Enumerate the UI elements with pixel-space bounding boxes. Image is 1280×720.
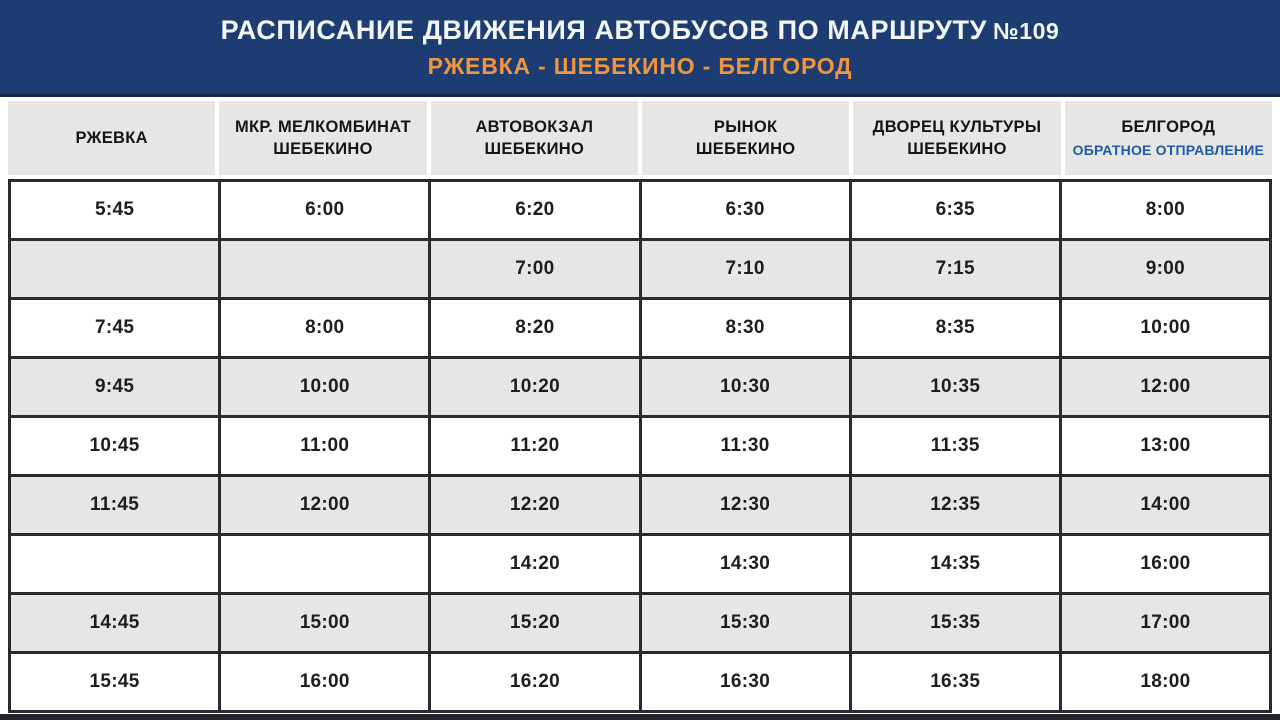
time-cell: 7:10: [641, 241, 849, 297]
time-cell: 16:00: [1061, 536, 1269, 592]
reverse-departure-label: ОБРАТНОЕ ОТПРАВЛЕНИЕ: [1072, 141, 1265, 158]
time-cell: 14:20: [431, 536, 639, 592]
time-cell: 18:00: [1061, 654, 1269, 710]
stop-subname: ШЕБЕКИНО: [695, 140, 796, 158]
time-cell: 8:30: [641, 300, 849, 356]
stop-subname: ШЕБЕКИНО: [907, 140, 1007, 158]
stop-subname: ШЕБЕКИНО: [484, 140, 585, 158]
time-cell: 11:20: [431, 418, 639, 474]
header-cell-rynok: РЫНОК ШЕБЕКИНО: [641, 101, 850, 175]
schedule-title: РАСПИСАНИЕ ДВИЖЕНИЯ АВТОБУСОВ ПО МАРШРУТ…: [221, 15, 1060, 46]
time-cell: 15:30: [641, 595, 849, 651]
bottom-edge-bar: [0, 714, 1280, 720]
stop-subname: ШЕБЕКИНО: [273, 140, 373, 158]
timetable-body: 5:45 6:00 6:20 6:30 6:35 8:00 7:00 7:10 …: [8, 179, 1272, 713]
time-cell: 10:00: [1061, 300, 1269, 356]
time-cell: 7:00: [431, 241, 639, 297]
time-cell: 15:45: [11, 654, 219, 710]
header-cell-avtovokzal: АВТОВОКЗАЛ ШЕБЕКИНО: [430, 101, 638, 175]
header-cell-belgorod: БЕЛГОРОД ОБРАТНОЕ ОТПРАВЛЕНИЕ: [1064, 101, 1272, 175]
stop-name: БЕЛГОРОД: [1121, 118, 1216, 137]
time-cell: 16:00: [221, 654, 429, 710]
time-cell: 14:35: [851, 536, 1059, 592]
time-cell: 17:00: [1061, 595, 1269, 651]
time-cell: 10:45: [11, 418, 219, 474]
time-cell: 8:00: [221, 300, 429, 356]
route-name: РЖЕВКА - ШЕБЕКИНО - БЕЛГОРОД: [427, 52, 853, 79]
time-cell: 10:35: [851, 359, 1059, 415]
stop-name: РЫНОК: [713, 117, 778, 136]
time-cell: [221, 536, 429, 592]
time-cell: 15:00: [221, 595, 429, 651]
time-cell: 6:20: [431, 182, 639, 238]
time-cell: 10:30: [641, 359, 849, 415]
stop-name: МКР. МЕЛКОМБИНАТ: [234, 117, 412, 136]
time-cell: 7:45: [11, 300, 219, 356]
timetable: РЖЕВКА МКР. МЕЛКОМБИНАТ ШЕБЕКИНО АВТОВОК…: [8, 101, 1272, 713]
time-cell: 11:00: [221, 418, 429, 474]
time-cell: 6:00: [221, 182, 429, 238]
time-cell: 5:45: [11, 182, 219, 238]
time-cell: 10:00: [221, 359, 429, 415]
time-cell: 6:35: [851, 182, 1059, 238]
time-cell: 10:20: [431, 359, 639, 415]
time-cell: 11:30: [641, 418, 849, 474]
time-cell: 8:00: [1061, 182, 1269, 238]
time-cell: 11:35: [851, 418, 1059, 474]
time-cell: 7:15: [851, 241, 1059, 297]
time-cell: 6:30: [641, 182, 849, 238]
schedule-title-text: РАСПИСАНИЕ ДВИЖЕНИЯ АВТОБУСОВ ПО МАРШРУТ…: [220, 14, 987, 45]
time-cell: 12:30: [641, 477, 849, 533]
time-cell: [11, 536, 219, 592]
header-cell-dvorets-kultury: ДВОРЕЦ КУЛЬТУРЫ ШЕБЕКИНО: [853, 101, 1061, 175]
time-cell: [11, 241, 219, 297]
time-cell: 15:20: [431, 595, 639, 651]
time-cell: 13:00: [1061, 418, 1269, 474]
route-number: №109: [992, 17, 1060, 44]
stop-name: АВТОВОКЗАЛ: [475, 117, 594, 136]
time-cell: 15:35: [851, 595, 1059, 651]
time-cell: 9:00: [1061, 241, 1269, 297]
time-cell: [221, 241, 429, 297]
time-cell: 9:45: [11, 359, 219, 415]
time-cell: 11:45: [11, 477, 219, 533]
time-cell: 16:20: [431, 654, 639, 710]
time-cell: 8:20: [431, 300, 639, 356]
time-cell: 8:35: [851, 300, 1059, 356]
header-cell-melkombinat: МКР. МЕЛКОМБИНАТ ШЕБЕКИНО: [219, 101, 427, 175]
stop-name: ДВОРЕЦ КУЛЬТУРЫ: [872, 117, 1042, 136]
time-cell: 14:00: [1061, 477, 1269, 533]
timetable-header-row: РЖЕВКА МКР. МЕЛКОМБИНАТ ШЕБЕКИНО АВТОВОК…: [8, 101, 1272, 175]
time-cell: 12:20: [431, 477, 639, 533]
time-cell: 12:00: [221, 477, 429, 533]
stop-name: РЖЕВКА: [75, 128, 148, 147]
time-cell: 14:30: [641, 536, 849, 592]
time-cell: 12:35: [851, 477, 1059, 533]
header-cell-rzhevka: РЖЕВКА: [8, 101, 216, 175]
schedule-banner: РАСПИСАНИЕ ДВИЖЕНИЯ АВТОБУСОВ ПО МАРШРУТ…: [0, 0, 1280, 97]
time-cell: 12:00: [1061, 359, 1269, 415]
time-cell: 14:45: [11, 595, 219, 651]
time-cell: 16:35: [851, 654, 1059, 710]
time-cell: 16:30: [641, 654, 849, 710]
